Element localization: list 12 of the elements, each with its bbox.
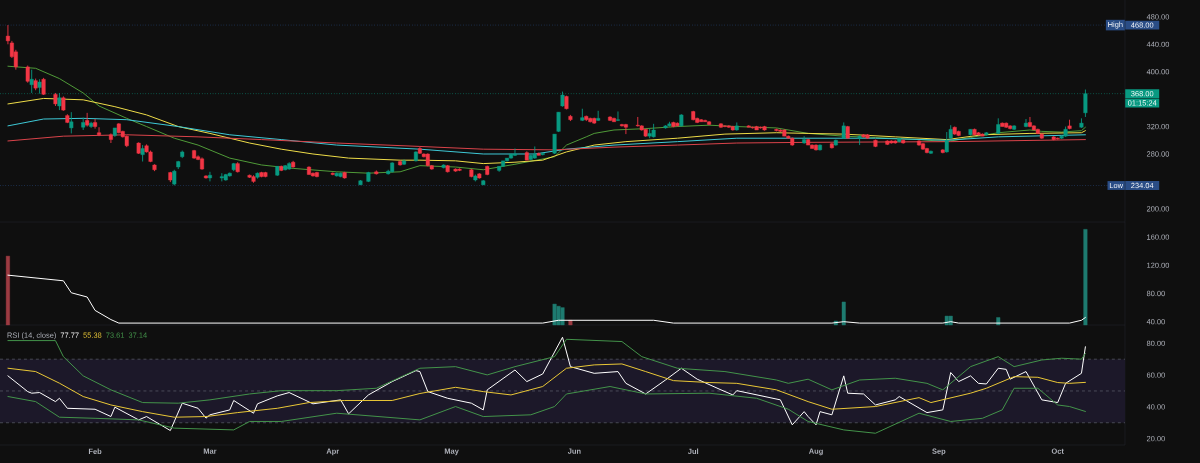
line-series xyxy=(7,134,1086,151)
line-series xyxy=(7,363,1086,418)
candlestick xyxy=(512,148,517,157)
candlestick xyxy=(29,69,34,94)
line-series xyxy=(7,274,1086,324)
line-series xyxy=(7,338,1086,404)
candlestick xyxy=(97,126,102,137)
line-series xyxy=(7,386,1086,434)
line-series xyxy=(7,97,1086,165)
line-series xyxy=(7,65,1086,174)
candlestick xyxy=(93,118,98,130)
candlestick xyxy=(69,111,74,134)
